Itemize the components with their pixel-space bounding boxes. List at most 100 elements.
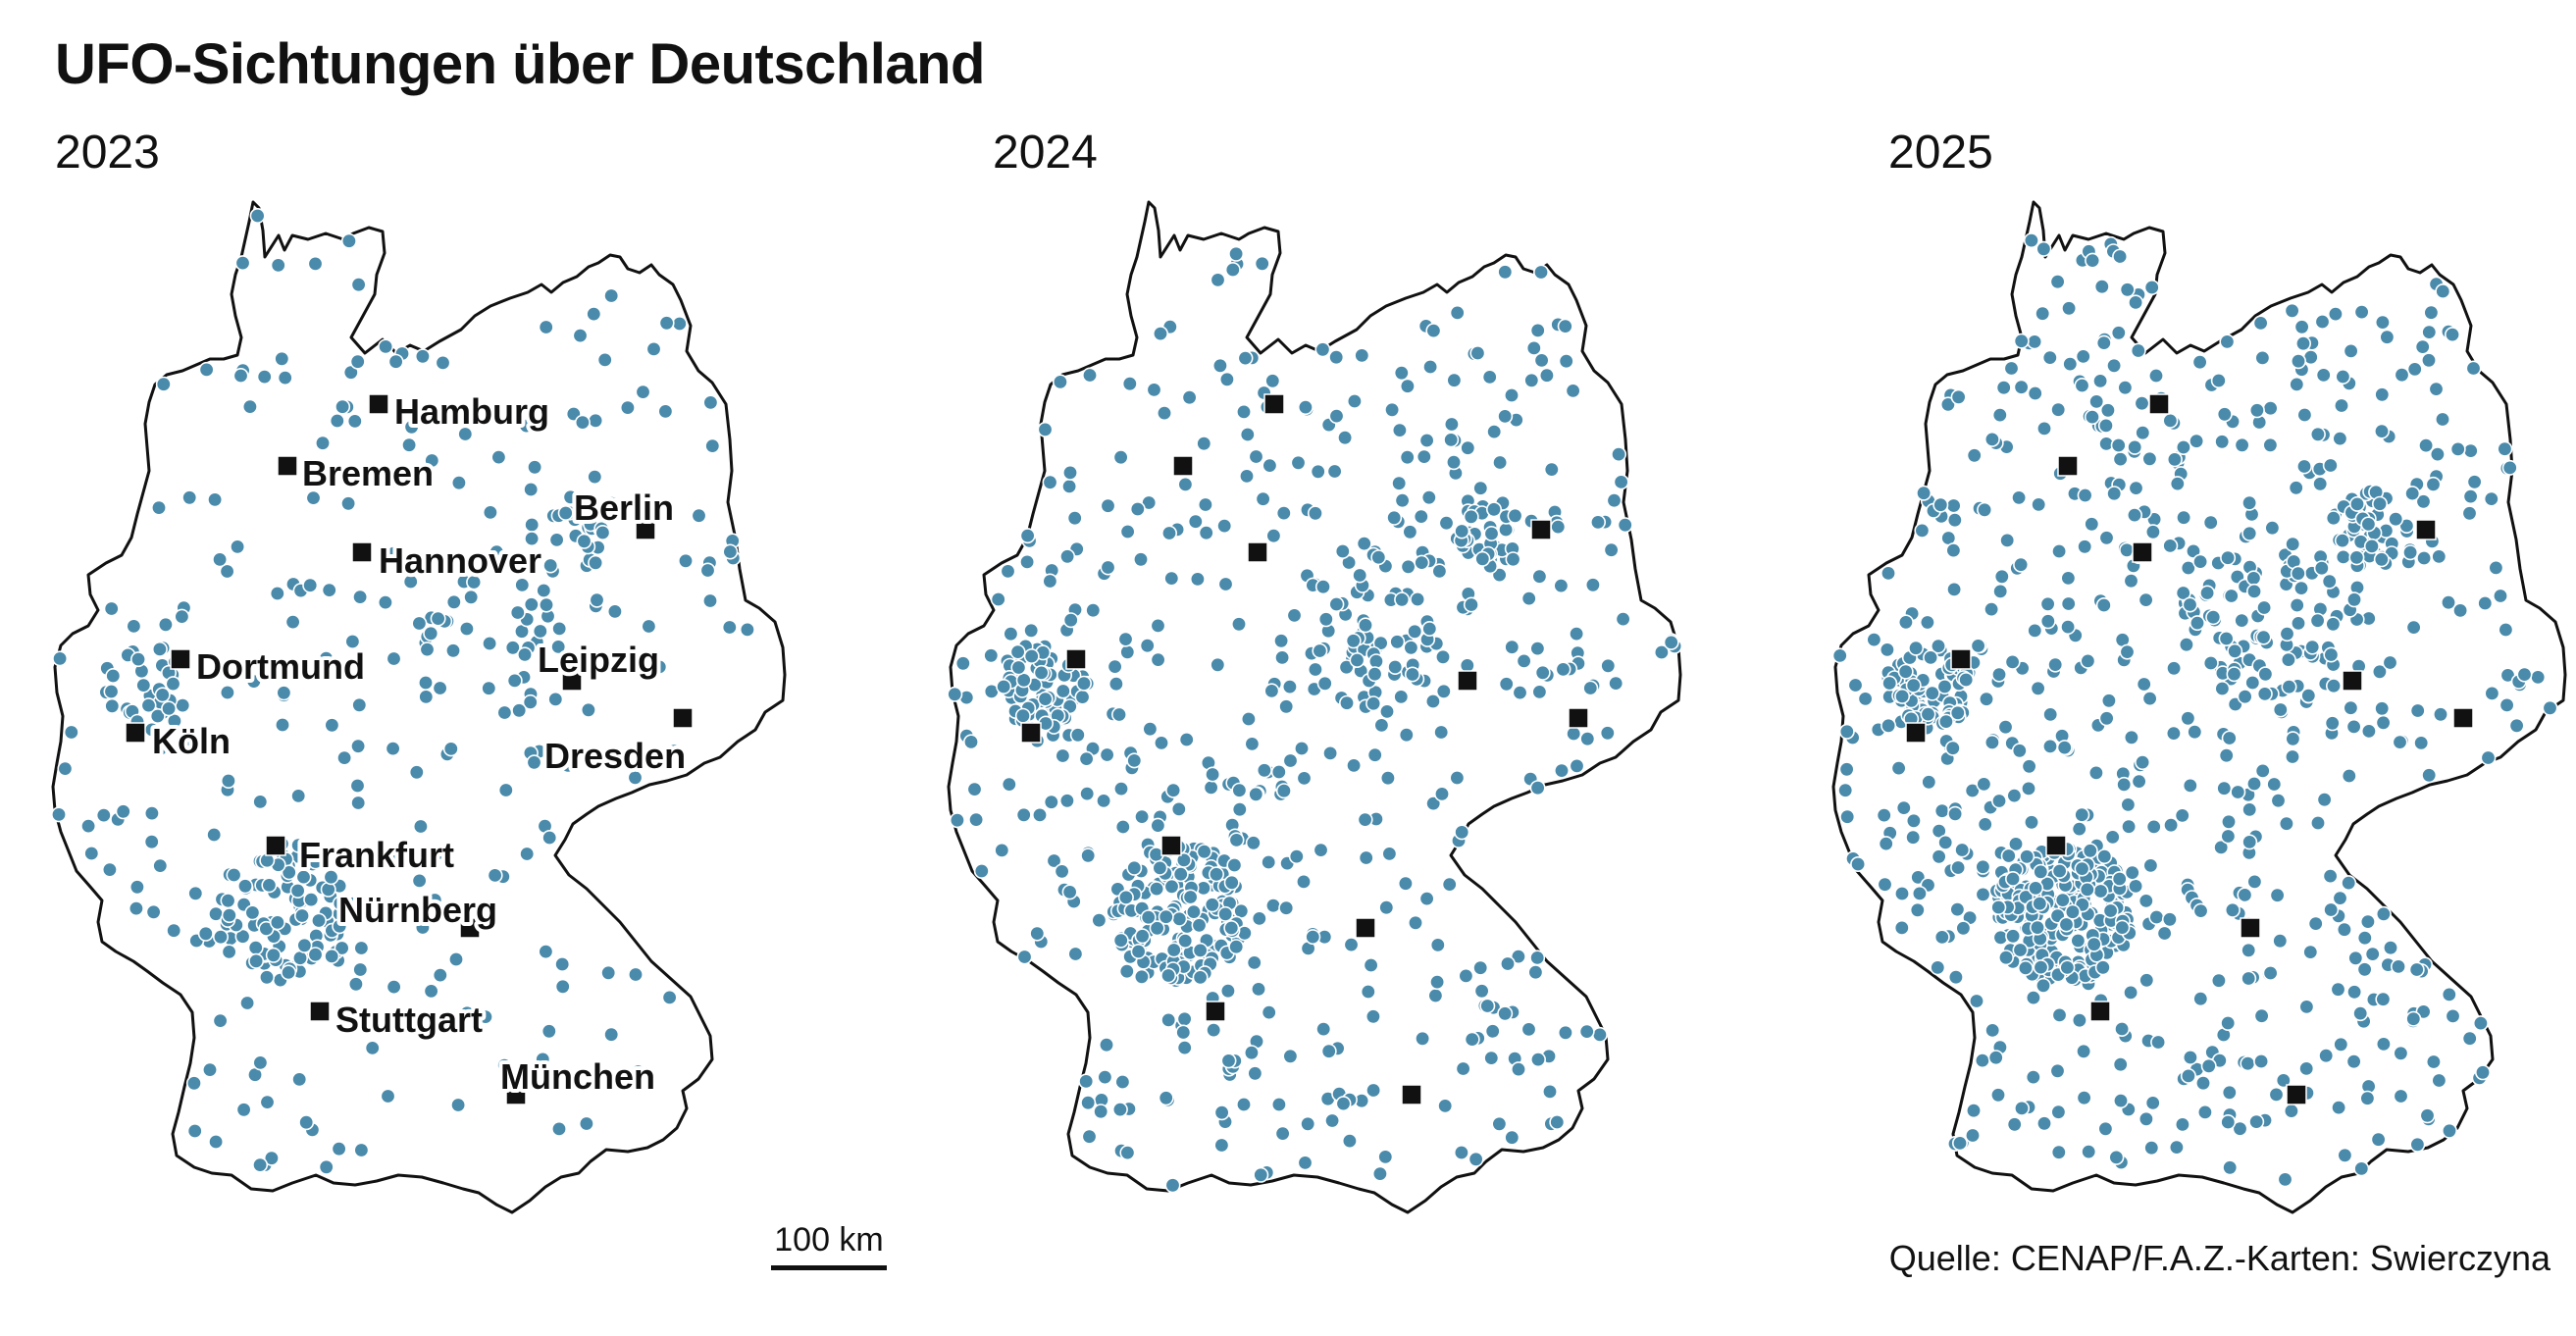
sighting-dot [1991,407,2008,424]
sighting-dot [651,658,668,675]
sighting-dot [129,879,145,896]
sighting-dot [1472,480,1489,496]
sighting-dot [589,591,605,608]
sighting-dot [2042,706,2059,723]
sighting-dot [2095,334,2112,351]
sighting-dot [1178,731,1195,747]
sighting-dot [1337,430,1354,446]
sighting-dot [2162,412,2179,429]
sighting-dot [2182,596,2198,613]
sighting-dot [1433,786,1450,802]
sighting-dot [1529,950,1546,966]
sighting-dot [2056,740,2073,756]
sighting-dot [2062,356,2079,373]
sighting-dot [2039,595,2056,612]
sighting-dot [1032,806,1049,823]
sighting-dot [704,437,721,454]
sighting-dot [1557,318,1573,334]
sighting-dot [2255,629,2272,645]
sighting-dot [1150,817,1166,834]
sighting-dot [1223,874,1240,891]
city-marker-dresden [1568,707,1589,729]
city-marker-köln [1905,722,1927,744]
sighting-dot [1582,680,1599,696]
sighting-dot [80,818,97,835]
sighting-dot [1158,908,1174,925]
sighting-dot [423,625,439,642]
sighting-dot [1950,859,1967,876]
sighting-dot [532,623,548,640]
city-label-nürnberg: Nürnberg [338,890,497,930]
sighting-dot [1389,634,1406,650]
sighting-dot [252,1054,269,1071]
sighting-dot [2322,457,2339,474]
sighting-dot [2074,806,2090,823]
sighting-dot [2405,619,2422,636]
sighting-dot [1278,698,1295,715]
sighting-dot [2375,1036,2392,1053]
sighting-dot [1067,946,1084,962]
sighting-dot [2024,814,2040,831]
sighting-dot [1297,399,1314,416]
sighting-dot [269,914,285,931]
sighting-dot [364,1040,381,1056]
sighting-dot [2419,1107,2436,1124]
sighting-dot [2144,524,2161,540]
sighting-dot [2341,767,2357,784]
sighting-dot [1663,634,1679,650]
scale-bar: 100 km [771,1221,887,1270]
sighting-dot [235,1102,252,1118]
sighting-dot [307,255,324,272]
map-2025 [1831,200,2567,1214]
sighting-dot [2441,1122,2457,1139]
sighting-dot [336,749,353,766]
sighting-dot [2325,510,2342,527]
sighting-dot [2462,442,2479,459]
sighting-dot [588,554,604,571]
sighting-dot [2302,944,2319,960]
sighting-dot [2315,367,2332,384]
sighting-dot [2189,615,2205,632]
sighting-dot [1481,369,1498,385]
sighting-dot [2071,1012,2087,1029]
sighting-dot [232,367,249,384]
city-marker-köln [1020,722,1042,744]
sighting-dot [1991,793,2008,809]
sighting-dot [1149,881,1165,898]
sighting-dot [2114,919,2131,936]
sighting-dot [1250,981,1266,998]
sighting-dot [535,1051,551,1067]
sighting-dot [1394,591,1411,608]
sighting-dot [349,353,366,370]
sighting-dot [265,947,282,963]
sighting-dot [1422,358,1439,375]
sighting-dot [1231,801,1248,818]
sighting-dot [140,697,157,714]
sighting-dot [2011,489,2028,506]
sighting-dot [1231,782,1248,798]
sighting-dot [386,979,402,996]
sighting-dot [691,507,707,524]
sighting-dot [1217,576,1234,592]
sighting-dot [1091,912,1108,929]
sighting-dot [1119,1145,1136,1161]
sighting-dot [104,697,121,714]
sighting-dot [221,907,237,924]
year-label-2025: 2025 [1888,127,1993,179]
sighting-dot [2284,302,2300,319]
sighting-dot [1946,512,1963,529]
sighting-dot [1274,1125,1291,1142]
sighting-dot [661,989,678,1005]
city-marker-leipzig [2342,670,2363,692]
sighting-dot [1932,496,1949,513]
sighting-dot [1977,816,1993,833]
sighting-dot [2156,925,2173,942]
sighting-dot [2117,380,2134,396]
sighting-dot [2135,754,2151,771]
sighting-dot [2079,881,2095,898]
sighting-dot [2110,325,2127,341]
sighting-dot [2143,1140,2160,1156]
sighting-dot [103,600,120,617]
sighting-dot [1314,341,1331,358]
sighting-dot [321,582,337,598]
